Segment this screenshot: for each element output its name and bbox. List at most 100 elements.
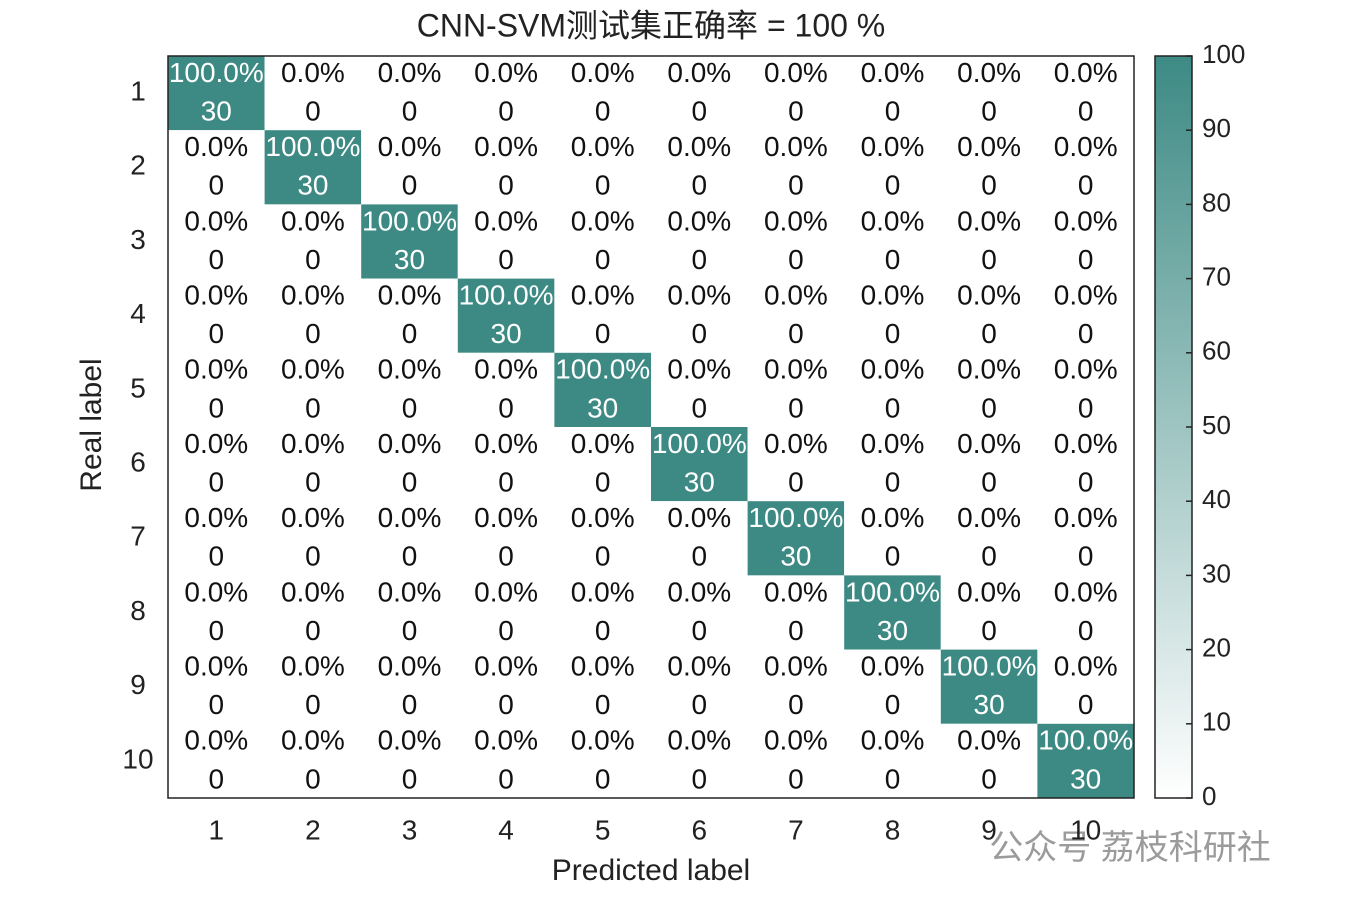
cell-count: 0: [595, 689, 611, 720]
cell-count: 30: [394, 244, 425, 275]
cell: [457, 352, 555, 427]
cell-count: 0: [498, 170, 514, 201]
cell-count: 0: [498, 467, 514, 498]
cell-percent: 0.0%: [378, 428, 442, 459]
cell-count: 0: [402, 467, 418, 498]
cell: [554, 501, 651, 576]
cell-count: 0: [885, 541, 901, 572]
cell-percent: 100.0%: [459, 280, 554, 311]
cell-percent: 0.0%: [281, 651, 345, 682]
cell: [264, 649, 362, 724]
cell: [940, 352, 1038, 427]
cell-percent: 0.0%: [474, 576, 538, 607]
cell: [264, 130, 362, 205]
cell-percent: 0.0%: [764, 651, 828, 682]
cell-count: 0: [402, 392, 418, 423]
cell: [457, 278, 555, 353]
cell-count: 0: [209, 244, 225, 275]
cell: [457, 130, 555, 205]
y-tick-label: 1: [130, 75, 146, 106]
cell: [940, 575, 1038, 650]
cell-percent: 0.0%: [861, 205, 925, 236]
cell: [844, 649, 941, 724]
cell: [844, 723, 941, 798]
cell: [651, 278, 748, 353]
colorbar-tick-label: 70: [1202, 261, 1231, 291]
cell-percent: 0.0%: [667, 725, 731, 756]
colorbar-tick-label: 0: [1202, 781, 1216, 811]
cell: [940, 278, 1038, 353]
cell: [264, 723, 362, 798]
cell: [361, 130, 458, 205]
cell-percent: 0.0%: [378, 651, 442, 682]
cell-percent: 0.0%: [667, 354, 731, 385]
cell: [844, 575, 941, 650]
cell-percent: 0.0%: [281, 502, 345, 533]
cell-count: 0: [498, 689, 514, 720]
cell: [1037, 649, 1134, 724]
cell: [1037, 56, 1134, 131]
cell-count: 0: [305, 541, 321, 572]
cell-percent: 0.0%: [1054, 428, 1118, 459]
cell-count: 0: [981, 244, 997, 275]
cell: [651, 723, 748, 798]
cell-count: 0: [1078, 244, 1094, 275]
cell-count: 0: [305, 615, 321, 646]
cell-count: 30: [684, 467, 715, 498]
cell-percent: 0.0%: [861, 651, 925, 682]
cell-count: 0: [1078, 96, 1094, 127]
cell: [554, 427, 651, 502]
cell: [1037, 575, 1134, 650]
y-tick-label: 10: [122, 743, 153, 774]
cell-count: 0: [692, 763, 708, 794]
cell-count: 0: [692, 689, 708, 720]
cell: [168, 501, 265, 576]
cell: [940, 501, 1038, 576]
cell-percent: 0.0%: [957, 576, 1021, 607]
cell-count: 0: [402, 541, 418, 572]
x-tick-label: 9: [981, 814, 997, 845]
cell-percent: 0.0%: [281, 576, 345, 607]
cell-count: 0: [402, 615, 418, 646]
cell: [554, 352, 651, 427]
cell-count: 0: [595, 541, 611, 572]
cell-percent: 0.0%: [571, 651, 635, 682]
cell: [168, 204, 265, 279]
colorbar-tick-label: 100: [1202, 39, 1245, 69]
cell-count: 0: [788, 170, 804, 201]
cell-percent: 100.0%: [845, 576, 940, 607]
y-tick-label: 3: [130, 224, 146, 255]
cell: [1037, 501, 1134, 576]
y-tick-label: 2: [130, 150, 146, 181]
cell-count: 0: [788, 467, 804, 498]
cell-count: 0: [402, 763, 418, 794]
colorbar-tick-label: 80: [1202, 187, 1231, 217]
cell-percent: 0.0%: [957, 280, 1021, 311]
cell: [168, 427, 265, 502]
x-tick-label: 5: [595, 814, 611, 845]
y-tick-label: 6: [130, 446, 146, 477]
cell-percent: 0.0%: [378, 354, 442, 385]
cell-percent: 0.0%: [474, 57, 538, 88]
cell: [844, 278, 941, 353]
cell-percent: 0.0%: [184, 428, 248, 459]
cell-count: 0: [885, 96, 901, 127]
cell-percent: 0.0%: [184, 354, 248, 385]
cell-count: 0: [788, 96, 804, 127]
cell: [168, 649, 265, 724]
cell-percent: 0.0%: [957, 354, 1021, 385]
cell-count: 0: [692, 170, 708, 201]
cell: [1037, 427, 1134, 502]
cell: [747, 427, 845, 502]
cell-count: 0: [981, 318, 997, 349]
cell-percent: 0.0%: [571, 725, 635, 756]
cell: [1037, 130, 1134, 205]
y-axis-label: Real label: [75, 358, 108, 491]
cell-percent: 0.0%: [667, 131, 731, 162]
cell-percent: 0.0%: [667, 57, 731, 88]
y-tick-label: 9: [130, 669, 146, 700]
cell-percent: 100.0%: [169, 57, 264, 88]
cell-percent: 0.0%: [378, 280, 442, 311]
cell: [457, 501, 555, 576]
cell-percent: 0.0%: [378, 576, 442, 607]
